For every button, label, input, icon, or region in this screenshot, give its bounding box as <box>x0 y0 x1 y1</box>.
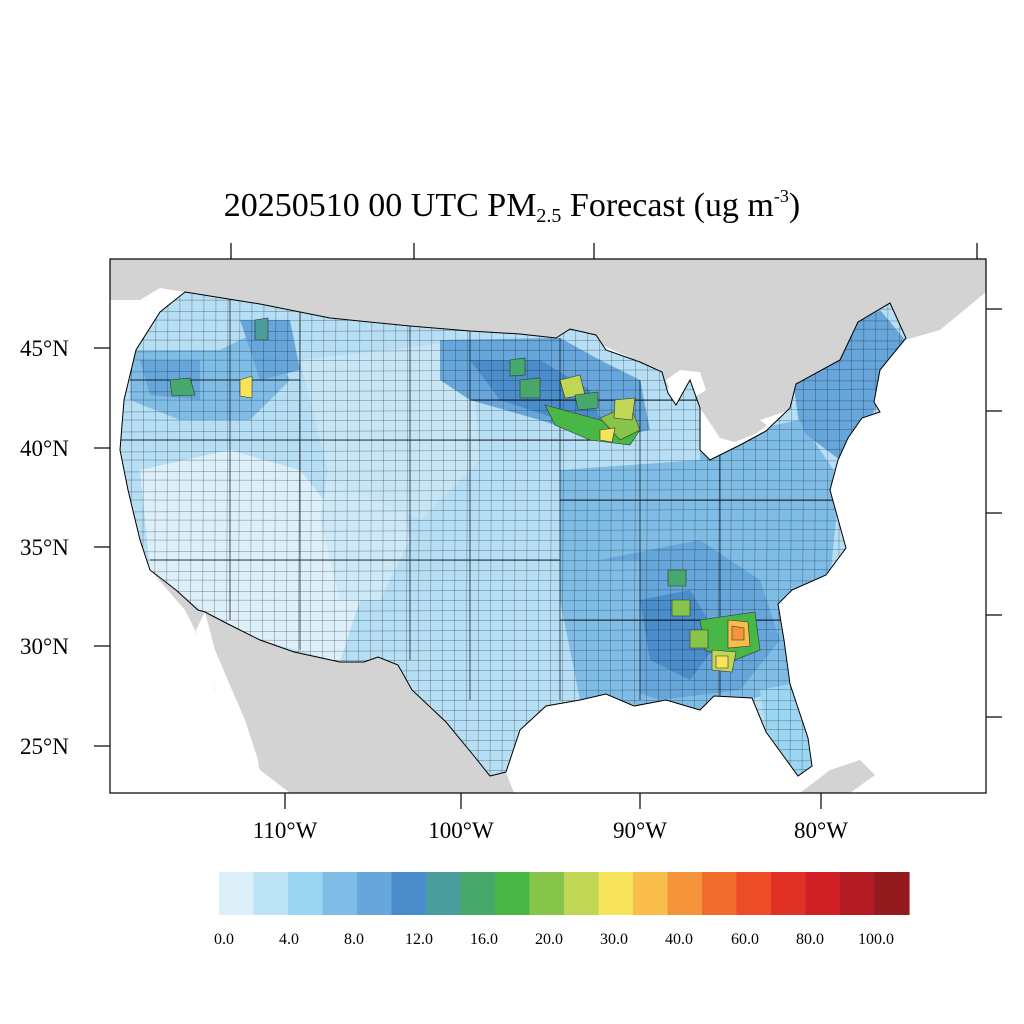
colorbar-label: 8.0 <box>344 931 364 948</box>
map-area <box>110 259 986 793</box>
colorbar-swatch <box>219 872 255 915</box>
colorbar-label: 40.0 <box>665 931 693 948</box>
colorbar-swatch <box>702 872 738 915</box>
colorbar-label: 0.0 <box>214 931 234 948</box>
colorbar-swatch <box>357 872 393 915</box>
lat-label: 25°N <box>20 734 69 759</box>
colorbar-swatch <box>564 872 600 915</box>
colorbar-swatch <box>874 872 910 915</box>
lon-label: 80°W <box>794 818 848 843</box>
lon-label: 100°W <box>428 818 494 843</box>
colorbar-swatch <box>253 872 289 915</box>
lon-label: 110°W <box>253 818 318 843</box>
lat-label: 45°N <box>20 336 69 361</box>
map-frame <box>109 258 987 794</box>
colorbar-swatch <box>598 872 634 915</box>
hotspots <box>169 317 761 673</box>
colorbar-swatch <box>391 872 427 915</box>
cuba-landmass <box>800 760 875 793</box>
colorbar-swatch <box>426 872 462 915</box>
colorbar-label: 60.0 <box>731 931 759 948</box>
colorbar-label: 80.0 <box>796 931 824 948</box>
colorbar-labels: 0.0 4.0 8.0 12.0 16.0 20.0 30.0 40.0 60.… <box>214 931 894 948</box>
colorbar-swatch <box>771 872 807 915</box>
longitude-labels: 110°W 100°W 90°W 80°W <box>253 818 849 843</box>
lat-label: 35°N <box>20 535 69 560</box>
chart-title: 20250510 00 UTC PM2.5 Forecast (ug m-3) <box>223 186 801 227</box>
colorbar <box>219 872 910 915</box>
gulf-of-california <box>196 612 262 793</box>
colorbar-swatch <box>633 872 669 915</box>
colorbar-swatch <box>805 872 841 915</box>
colorbar-swatch <box>460 872 496 915</box>
colorbar-label: 4.0 <box>279 931 299 948</box>
colorbar-swatch <box>667 872 703 915</box>
colorbar-swatch <box>736 872 772 915</box>
lat-label: 40°N <box>20 436 69 461</box>
colorbar-swatch <box>840 872 876 915</box>
colorbar-swatch <box>529 872 565 915</box>
lat-label: 30°N <box>20 634 69 659</box>
colorbar-swatch <box>322 872 358 915</box>
colorbar-swatch <box>495 872 531 915</box>
colorbar-label: 12.0 <box>405 931 433 948</box>
colorbar-label: 16.0 <box>470 931 498 948</box>
axis-ticks <box>94 243 1002 809</box>
canada-landmass <box>110 259 986 444</box>
colorbar-label: 30.0 <box>600 931 628 948</box>
pm25-shading <box>130 310 905 776</box>
lon-label: 90°W <box>613 818 667 843</box>
latitude-labels: 45°N 40°N 35°N 30°N 25°N <box>20 336 69 759</box>
colorbar-swatch <box>288 872 324 915</box>
colorbar-label: 100.0 <box>858 931 894 948</box>
colorbar-label: 20.0 <box>535 931 563 948</box>
mexico-landmass <box>150 570 514 793</box>
